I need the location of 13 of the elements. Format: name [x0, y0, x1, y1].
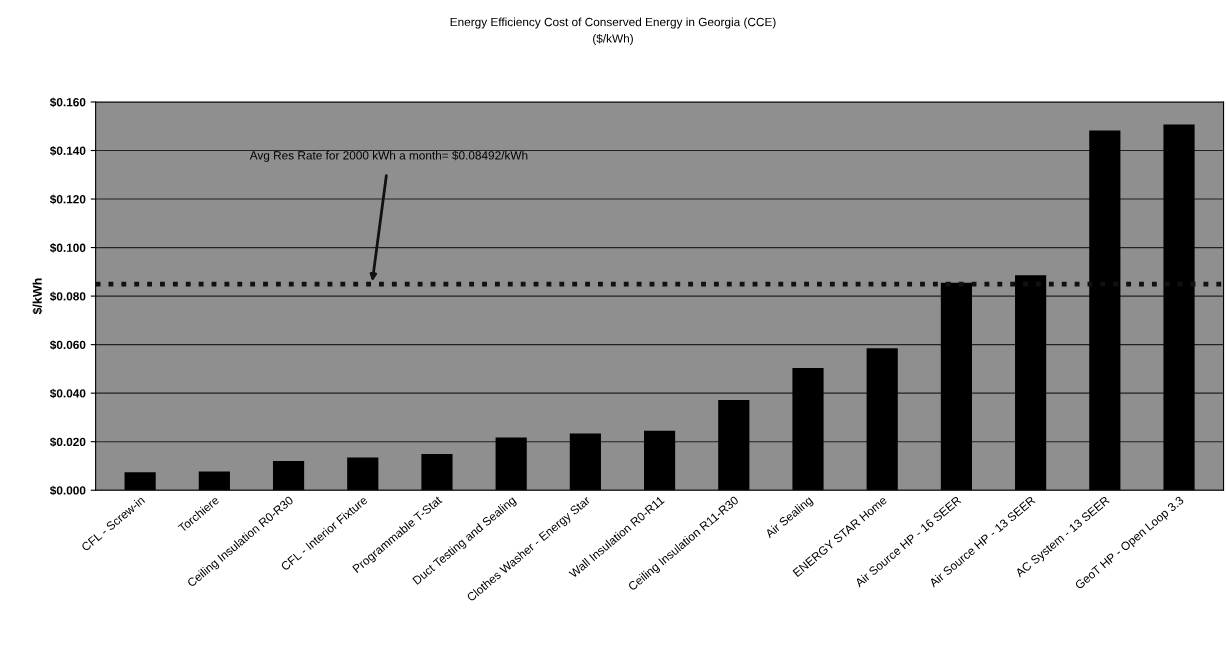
y-tick-label: $0.040	[49, 388, 86, 399]
y-tick-label: $0.000	[49, 485, 86, 496]
y-tick-label: $0.080	[49, 291, 86, 302]
y-tick-label: $0.100	[49, 243, 86, 253]
y-tick-label: $0.160	[49, 97, 86, 108]
y-tick-label: $0.120	[49, 194, 86, 205]
y-tick-label: $0.060	[49, 340, 86, 350]
y-tick-label: $0.020	[49, 437, 86, 447]
y-axis-title: $/kWh	[32, 278, 43, 315]
ref-line-label: Avg Res Rate for 2000 kWh a month= $0.08492/kWh	[249, 150, 528, 162]
y-tick-label: $0.140	[49, 146, 86, 156]
chart-title: Energy Efficiency Cost of Conserved Energy in Georgia (CCE)	[450, 17, 776, 29]
chart-subtitle: ($/kWh)	[593, 33, 633, 46]
